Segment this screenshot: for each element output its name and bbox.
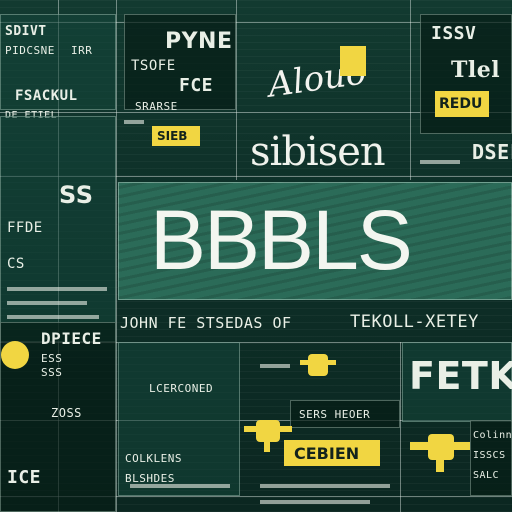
headline-panel <box>118 182 512 300</box>
bug-icon <box>244 420 292 452</box>
text-bar <box>420 160 460 164</box>
panel-text: Colinn <box>473 430 512 441</box>
panel-text: ZOSS <box>51 406 82 420</box>
text-bar <box>7 301 87 305</box>
divider <box>400 342 401 512</box>
divider <box>116 0 117 512</box>
panel-text: BLSHDES <box>125 472 175 485</box>
label-box: SERS HEOER <box>290 400 400 428</box>
divider <box>0 420 512 421</box>
divider <box>0 112 512 113</box>
panel-text: SALC <box>473 470 500 481</box>
yellow-dot <box>1 341 29 369</box>
subheadline: sibisen <box>250 129 386 175</box>
panel-text: SDIVT <box>5 24 47 39</box>
top-mid-panel: PYNE TSOFE FCE SRARSE <box>124 14 236 113</box>
divider <box>0 342 512 343</box>
text-bar <box>260 484 390 488</box>
text-bar <box>130 484 230 488</box>
panel-title: FETKI <box>409 354 512 398</box>
yellow-tag: SIEB <box>152 126 200 146</box>
yellow-badge <box>340 46 366 76</box>
text-bar <box>7 315 99 319</box>
panel-text: FSACKUL <box>15 88 78 104</box>
panel-text: IRR <box>71 44 93 57</box>
panel-text: SSS <box>41 366 63 379</box>
panel-text: ESS <box>41 352 63 365</box>
divider <box>0 176 512 177</box>
divider <box>410 0 411 180</box>
mid-lower-panel: LCERCONED COLKLENS BLSHDES <box>118 342 240 496</box>
text-bar <box>260 500 370 504</box>
side-text: DSEL <box>472 140 512 164</box>
headline: BBBLS <box>150 193 413 287</box>
panel-text: SS <box>59 181 94 209</box>
divider <box>0 22 512 23</box>
text-bar <box>260 364 290 368</box>
bug-icon <box>410 434 470 472</box>
panel-title: ISSV <box>431 23 477 44</box>
panel-text: Tlel <box>451 57 501 83</box>
panel-text: DPIECE <box>41 329 102 348</box>
yellow-tag: CEBIEN <box>284 440 380 466</box>
yellow-tag: REDU <box>435 91 489 117</box>
panel-text: SERS HEOER <box>299 408 371 421</box>
panel-text: PIDCSNE <box>5 44 55 57</box>
band-text: TEKOLL-XETEY <box>350 312 479 332</box>
panel-text: SRARSE <box>135 100 178 113</box>
band-text: JOHN FE STSEDAS OF <box>120 314 292 332</box>
top-right-panel: ISSV Tlel REDU <box>420 14 512 134</box>
top-left-panel: SDIVT PIDCSNE IRR FSACKUL DE ETIEL <box>0 14 116 121</box>
divider <box>236 0 237 180</box>
panel-text: CS <box>7 256 25 272</box>
panel-text: ICE <box>7 467 42 488</box>
bug-icon <box>300 354 336 376</box>
text-bar <box>124 120 144 124</box>
panel-text: COLKLENS <box>125 452 182 465</box>
panel-text: FFDE <box>7 220 43 236</box>
panel-title: PYNE <box>165 29 233 54</box>
panel-text: TSOFE <box>131 58 176 74</box>
panel-text: FCE <box>179 75 214 96</box>
text-bar <box>7 287 107 291</box>
panel-text: ISSCS <box>473 450 506 461</box>
left-lower-panel: DPIECE ESS SSS ZOSS ICE <box>0 322 116 512</box>
right-edge-panel: Colinn ISSCS SALC <box>470 420 512 496</box>
divider <box>0 496 512 497</box>
right-lower-panel: FETKI <box>402 342 512 422</box>
panel-text: LCERCONED <box>149 382 214 395</box>
panel-text: DE ETIEL <box>5 111 57 121</box>
left-column: SS FFDE CS <box>0 116 116 342</box>
